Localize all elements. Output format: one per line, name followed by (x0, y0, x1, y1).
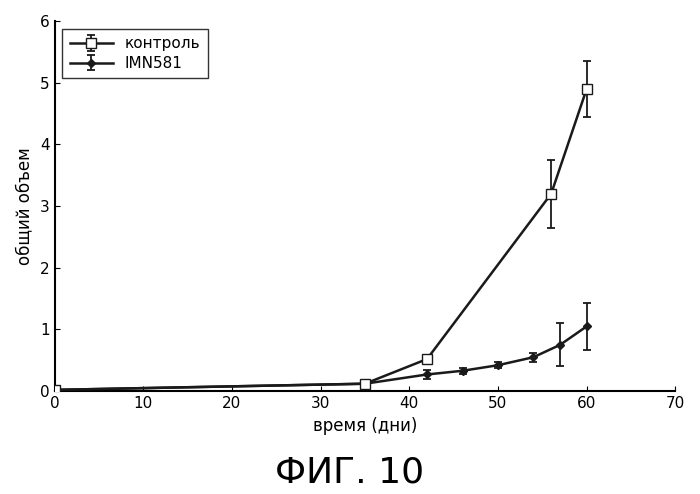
Text: ФИГ. 10: ФИГ. 10 (275, 455, 425, 489)
Legend: контроль, IMN581: контроль, IMN581 (62, 29, 208, 79)
Y-axis label: общий объем: общий объем (15, 147, 33, 265)
X-axis label: время (дни): время (дни) (313, 416, 417, 435)
